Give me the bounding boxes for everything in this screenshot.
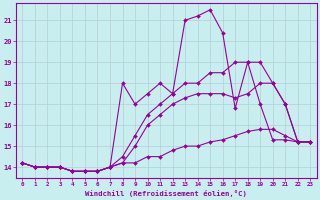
- X-axis label: Windchill (Refroidissement éolien,°C): Windchill (Refroidissement éolien,°C): [85, 190, 247, 197]
